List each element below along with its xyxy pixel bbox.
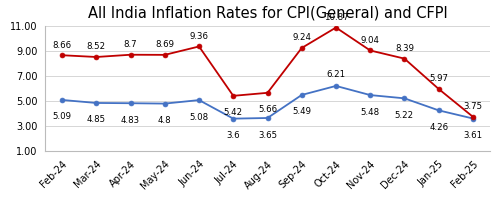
CPI General	[264, 117, 270, 119]
Text: 9.36: 9.36	[190, 32, 208, 41]
Title: All India Inflation Rates for CPI(General) and CFPI: All India Inflation Rates for CPI(Genera…	[88, 6, 448, 21]
Text: 8.52: 8.52	[87, 42, 106, 51]
CFPI	[162, 54, 168, 56]
CFPI	[94, 56, 100, 58]
Text: 5.22: 5.22	[395, 111, 414, 120]
CPI General	[59, 99, 65, 101]
CPI General	[402, 97, 407, 100]
CPI General	[470, 117, 476, 120]
Text: 10.87: 10.87	[324, 13, 348, 22]
Text: 8.39: 8.39	[395, 44, 414, 53]
CFPI	[230, 95, 236, 97]
Text: 4.8: 4.8	[158, 116, 172, 125]
Text: 4.85: 4.85	[87, 116, 106, 124]
CFPI	[264, 92, 270, 94]
CPI General	[94, 102, 100, 104]
CFPI	[59, 54, 65, 57]
CPI General	[162, 102, 168, 105]
CFPI	[333, 26, 339, 29]
Text: 8.69: 8.69	[156, 40, 174, 49]
Text: 5.66: 5.66	[258, 105, 277, 114]
Line: CFPI: CFPI	[60, 25, 476, 119]
Text: 5.08: 5.08	[190, 113, 208, 122]
Text: 9.04: 9.04	[360, 36, 380, 45]
CPI General	[436, 109, 442, 112]
Text: 3.75: 3.75	[464, 102, 482, 111]
Line: CPI General: CPI General	[60, 84, 476, 121]
Text: 4.26: 4.26	[429, 123, 448, 132]
Text: 5.09: 5.09	[52, 113, 72, 121]
CFPI	[402, 57, 407, 60]
Text: 3.61: 3.61	[464, 131, 482, 140]
Text: 9.24: 9.24	[292, 33, 311, 42]
Text: 5.48: 5.48	[360, 108, 380, 117]
Text: 3.6: 3.6	[226, 131, 240, 140]
CFPI	[470, 115, 476, 118]
CFPI	[298, 47, 304, 49]
CPI General	[196, 99, 202, 101]
Text: 8.66: 8.66	[52, 41, 72, 50]
Text: 3.65: 3.65	[258, 130, 277, 140]
Text: 5.97: 5.97	[429, 74, 448, 83]
CPI General	[230, 117, 236, 120]
Text: 5.49: 5.49	[292, 107, 311, 116]
Text: 8.7: 8.7	[124, 40, 138, 49]
CFPI	[128, 53, 134, 56]
CPI General	[298, 94, 304, 96]
CPI General	[333, 85, 339, 87]
Text: 6.21: 6.21	[326, 70, 345, 79]
Text: 4.83: 4.83	[121, 116, 140, 125]
Text: 5.42: 5.42	[224, 108, 243, 117]
CPI General	[367, 94, 373, 96]
CFPI	[367, 49, 373, 52]
CFPI	[436, 88, 442, 90]
CPI General	[128, 102, 134, 105]
CFPI	[196, 45, 202, 48]
